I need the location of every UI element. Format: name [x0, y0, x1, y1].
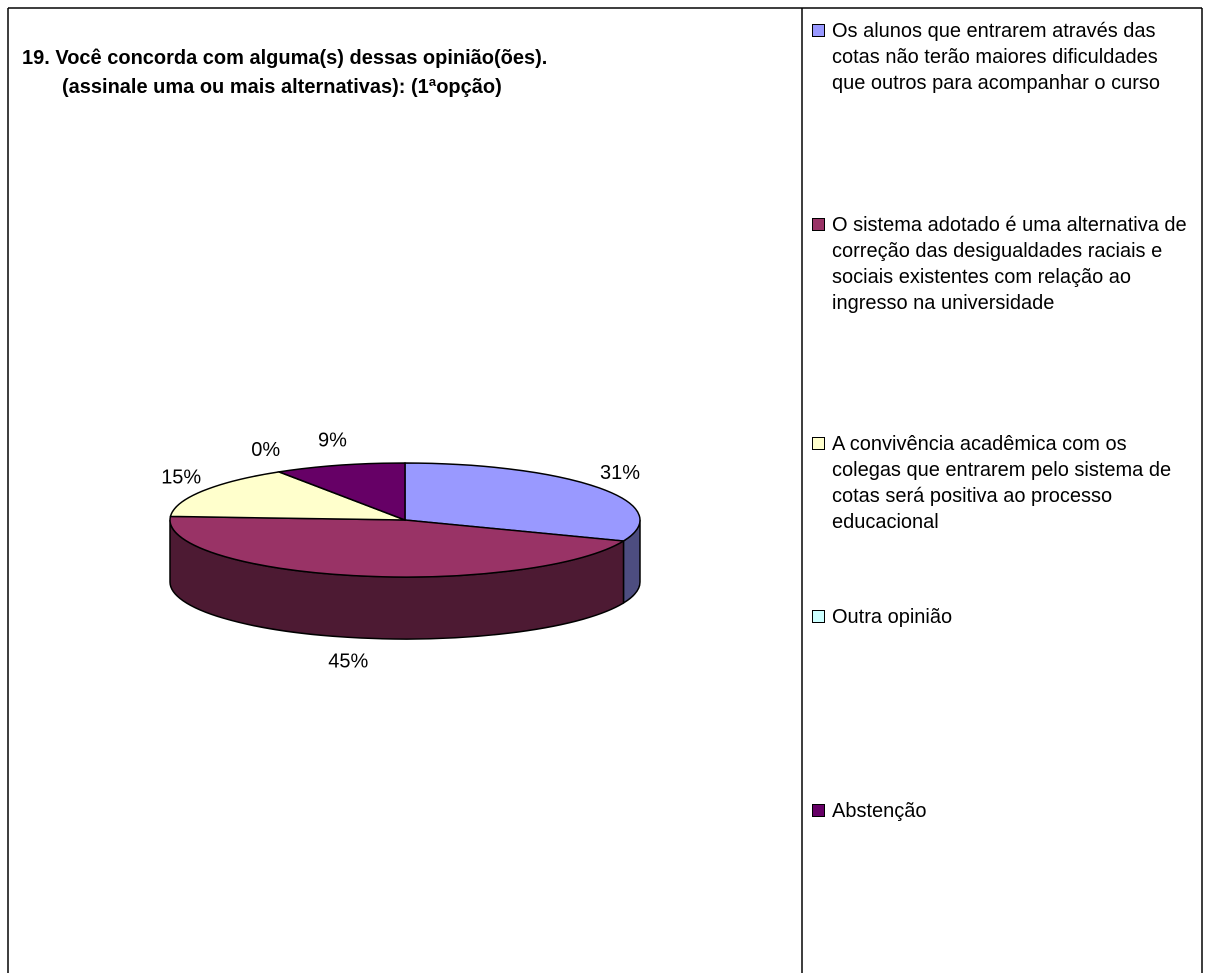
pie-slice: [404, 462, 641, 542]
chart-title: 19. Você concorda com alguma(s) dessas o…: [22, 47, 547, 69]
legend-swatch: [812, 610, 825, 623]
chart-title: (assinale uma ou mais alternativas): (1ª…: [62, 76, 502, 98]
data-labels: 31% 45% 15% 0% 9%: [161, 430, 640, 673]
data-label: 45%: [328, 650, 368, 672]
pie-tops: [169, 462, 641, 578]
legend-swatch: [812, 437, 825, 450]
legend-swatch: [812, 24, 825, 37]
data-label: 15%: [161, 467, 201, 489]
legend-label: Abstenção: [832, 800, 927, 822]
data-label: 31%: [600, 462, 640, 484]
legend-swatch: [812, 218, 825, 231]
data-label: 0%: [251, 439, 280, 461]
legend-label: Os alunos que entrarem através das cotas…: [832, 20, 1160, 94]
data-label: 9%: [318, 430, 347, 452]
pie-slice: [169, 471, 406, 521]
pie-slice: [169, 515, 626, 578]
pie-slice: [276, 462, 406, 522]
legend-label: A convivência acadêmica com os colegas q…: [832, 433, 1172, 533]
legend-label: O sistema adotado é uma alternativa de c…: [832, 214, 1187, 314]
legend-swatch: [812, 804, 825, 817]
legend-label: Outra opinião: [832, 606, 953, 628]
